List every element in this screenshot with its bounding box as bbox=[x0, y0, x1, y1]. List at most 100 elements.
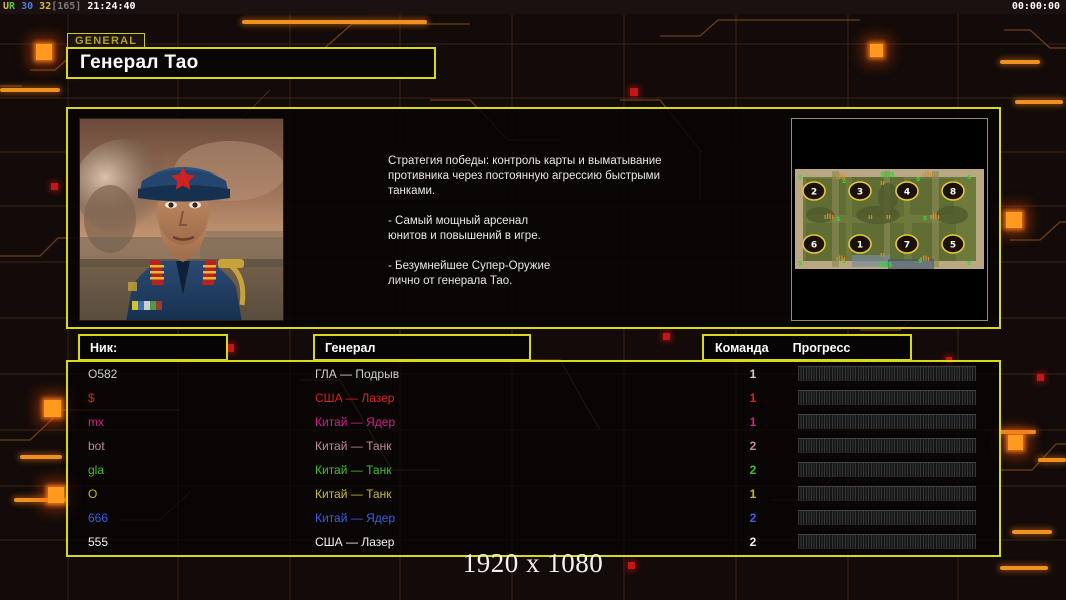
player-team: 1 bbox=[749, 487, 757, 501]
svg-text:s: s bbox=[967, 259, 971, 267]
progress-bar-fill bbox=[798, 510, 976, 525]
svg-text:s: s bbox=[916, 175, 920, 183]
deco-bar-6 bbox=[20, 455, 62, 459]
svg-text:ıı: ıı bbox=[886, 213, 891, 221]
deco-bar-3 bbox=[0, 88, 60, 92]
table-row[interactable]: O582 ГЛА — Подрыв 1 bbox=[68, 362, 999, 386]
deco-bar-11 bbox=[1000, 566, 1048, 570]
progress-bar-fill bbox=[798, 414, 976, 429]
deco-red-2 bbox=[226, 344, 234, 352]
column-header-nick-label: Ник: bbox=[90, 340, 118, 355]
column-header-general-label: Генерал bbox=[325, 340, 376, 355]
desc-strategy-line-1: Стратегия победы: контроль карты и вымат… bbox=[388, 155, 662, 167]
status-tag-r: R bbox=[9, 1, 16, 12]
player-general: ГЛА — Подрыв bbox=[315, 367, 400, 381]
deco-bar-9 bbox=[14, 498, 66, 502]
player-general: Китай — Танк bbox=[315, 439, 392, 453]
general-portrait bbox=[79, 118, 284, 321]
deco-bar-1 bbox=[242, 20, 427, 24]
column-header-progress-label: Прогресс bbox=[792, 340, 851, 355]
deco-red-6 bbox=[628, 562, 635, 569]
deco-bar-4 bbox=[1015, 100, 1063, 104]
svg-text:s: s bbox=[918, 257, 922, 265]
deco-square-1 bbox=[36, 44, 52, 60]
player-progress-bar bbox=[798, 414, 976, 429]
svg-text:5: 5 bbox=[950, 241, 956, 251]
status-left-group: UR 30 32[165] 21:24:40 bbox=[3, 0, 136, 14]
player-general: США — Лазер bbox=[315, 535, 395, 549]
desc-strategy-line-3: танками. bbox=[388, 185, 436, 197]
general-title-bar[interactable]: Генерал Тао bbox=[66, 47, 436, 79]
general-info-panel: Стратегия победы: контроль карты и вымат… bbox=[66, 107, 1001, 329]
deco-red-3 bbox=[630, 88, 638, 96]
desc-bullet-2-line-2: лично от генерала Тао. bbox=[388, 275, 513, 287]
deco-bar-5 bbox=[1000, 60, 1040, 64]
page-title: Генерал Тао bbox=[80, 52, 199, 73]
player-team: 2 bbox=[749, 535, 757, 549]
column-header-nick[interactable]: Ник: bbox=[78, 334, 228, 361]
deco-bar-8 bbox=[1038, 458, 1066, 462]
svg-text:ıı: ıı bbox=[880, 179, 885, 187]
svg-text:s: s bbox=[836, 215, 840, 223]
svg-text:6: 6 bbox=[811, 241, 817, 251]
deco-square-3 bbox=[48, 487, 64, 503]
map-preview[interactable]: 2 3 4 8 6 bbox=[791, 118, 988, 321]
progress-bar-fill bbox=[798, 534, 976, 549]
desc-bullet-1-line-1: - Самый мощный арсенал bbox=[388, 215, 529, 227]
deco-bar-7 bbox=[1000, 430, 1036, 434]
progress-bar-fill bbox=[798, 366, 976, 381]
svg-text:3: 3 bbox=[857, 188, 863, 198]
player-nick: mx bbox=[88, 415, 104, 429]
progress-bar-fill bbox=[798, 390, 976, 405]
svg-text:ıllı: ıllı bbox=[920, 255, 930, 263]
player-progress-bar bbox=[798, 438, 976, 453]
player-nick: $ bbox=[88, 391, 95, 405]
status-bracket-value: [165] bbox=[51, 1, 82, 12]
column-header-general[interactable]: Генерал bbox=[313, 334, 531, 361]
player-team: 2 bbox=[749, 439, 757, 453]
player-nick: gla bbox=[88, 463, 105, 477]
start-pos-label: 2 bbox=[811, 188, 817, 198]
table-row[interactable]: 555 США — Лазер 2 bbox=[68, 530, 999, 554]
table-row[interactable]: 666 Китай — Ядер 2 bbox=[68, 506, 999, 530]
svg-text:$$$: $$$ bbox=[878, 261, 893, 269]
player-general: Китай — Танк bbox=[315, 463, 392, 477]
player-nick: O582 bbox=[88, 367, 118, 381]
desc-bullet-2-line-1: - Безумнейшее Супер-Оружие bbox=[388, 260, 551, 272]
deco-square-6 bbox=[870, 44, 883, 57]
player-progress-bar bbox=[798, 366, 976, 381]
player-team: 1 bbox=[749, 391, 757, 405]
svg-text:s: s bbox=[923, 214, 927, 222]
svg-text:s: s bbox=[967, 173, 971, 181]
desc-bullet-1-line-2: юнитов и повышений в игре. bbox=[388, 230, 541, 242]
svg-text:1: 1 bbox=[857, 241, 863, 251]
match-timer: 00:00:00 bbox=[1011, 1, 1060, 12]
svg-text:ıı: ıı bbox=[868, 213, 873, 221]
player-team: 2 bbox=[749, 511, 757, 525]
table-row[interactable]: bot Китай — Танк 2 bbox=[68, 434, 999, 458]
svg-text:ıllı: ıllı bbox=[836, 173, 846, 181]
player-progress-bar bbox=[798, 534, 976, 549]
progress-bar-fill bbox=[798, 486, 976, 501]
svg-text:$$$: $$$ bbox=[880, 171, 895, 179]
svg-text:ıllı: ıllı bbox=[836, 255, 846, 263]
player-progress-bar bbox=[798, 510, 976, 525]
table-row[interactable]: $ США — Лазер 1 bbox=[68, 386, 999, 410]
svg-text:ıllı: ıllı bbox=[824, 213, 834, 221]
player-nick: O bbox=[88, 487, 98, 501]
player-nick: 666 bbox=[88, 511, 109, 525]
resolution-watermark: 1920 x 1080 bbox=[462, 548, 604, 578]
desc-strategy-line-2: противника через постоянную агрессию быс… bbox=[388, 170, 661, 182]
player-general: США — Лазер bbox=[315, 391, 395, 405]
progress-bar-fill bbox=[798, 462, 976, 477]
deco-bar-10 bbox=[1012, 530, 1052, 534]
column-header-team-progress[interactable]: Команда Прогресс bbox=[702, 334, 912, 361]
table-row[interactable]: gla Китай — Танк 2 bbox=[68, 458, 999, 482]
player-progress-bar bbox=[798, 462, 976, 477]
player-list-table: O582 ГЛА — Подрыв 1 $ США — Лазер 1 mx Китай — … bbox=[66, 360, 1001, 557]
table-row[interactable]: mx Китай — Ядер 1 bbox=[68, 410, 999, 434]
table-row[interactable]: O Китай — Танк 1 bbox=[68, 482, 999, 506]
svg-text:ıllı: ıllı bbox=[922, 171, 932, 179]
player-team: 1 bbox=[749, 367, 757, 381]
svg-text:ıı: ıı bbox=[880, 251, 885, 259]
